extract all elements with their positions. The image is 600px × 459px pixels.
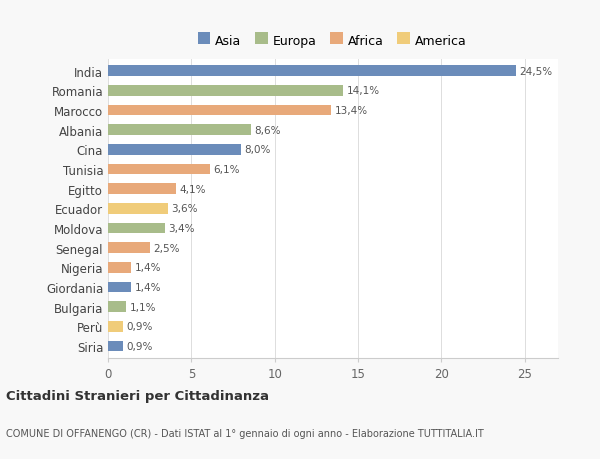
Text: 0,9%: 0,9%: [127, 322, 153, 331]
Bar: [108, 125, 251, 136]
Bar: [108, 164, 209, 175]
Bar: [108, 341, 123, 352]
Bar: [108, 223, 164, 234]
Bar: [108, 263, 131, 273]
Bar: [108, 105, 331, 116]
Bar: [108, 321, 123, 332]
Bar: [108, 302, 127, 313]
Text: 1,4%: 1,4%: [134, 282, 161, 292]
Text: 3,6%: 3,6%: [172, 204, 198, 214]
Bar: [108, 243, 149, 253]
Bar: [108, 66, 517, 77]
Bar: [108, 282, 131, 293]
Bar: [108, 184, 176, 195]
Text: 13,4%: 13,4%: [335, 106, 368, 116]
Text: 3,4%: 3,4%: [168, 224, 194, 234]
Text: 8,0%: 8,0%: [245, 145, 271, 155]
Bar: [108, 145, 241, 155]
Text: 14,1%: 14,1%: [346, 86, 379, 96]
Legend: Asia, Europa, Africa, America: Asia, Europa, Africa, America: [199, 34, 467, 47]
Text: Cittadini Stranieri per Cittadinanza: Cittadini Stranieri per Cittadinanza: [6, 389, 269, 403]
Text: 4,1%: 4,1%: [179, 184, 206, 194]
Text: 8,6%: 8,6%: [254, 125, 281, 135]
Text: 1,1%: 1,1%: [130, 302, 156, 312]
Text: 1,4%: 1,4%: [134, 263, 161, 273]
Text: 0,9%: 0,9%: [127, 341, 153, 351]
Bar: [108, 203, 168, 214]
Bar: [108, 86, 343, 96]
Text: 2,5%: 2,5%: [153, 243, 179, 253]
Text: 24,5%: 24,5%: [520, 67, 553, 77]
Text: COMUNE DI OFFANENGO (CR) - Dati ISTAT al 1° gennaio di ogni anno - Elaborazione : COMUNE DI OFFANENGO (CR) - Dati ISTAT al…: [6, 428, 484, 438]
Text: 6,1%: 6,1%: [213, 165, 239, 174]
